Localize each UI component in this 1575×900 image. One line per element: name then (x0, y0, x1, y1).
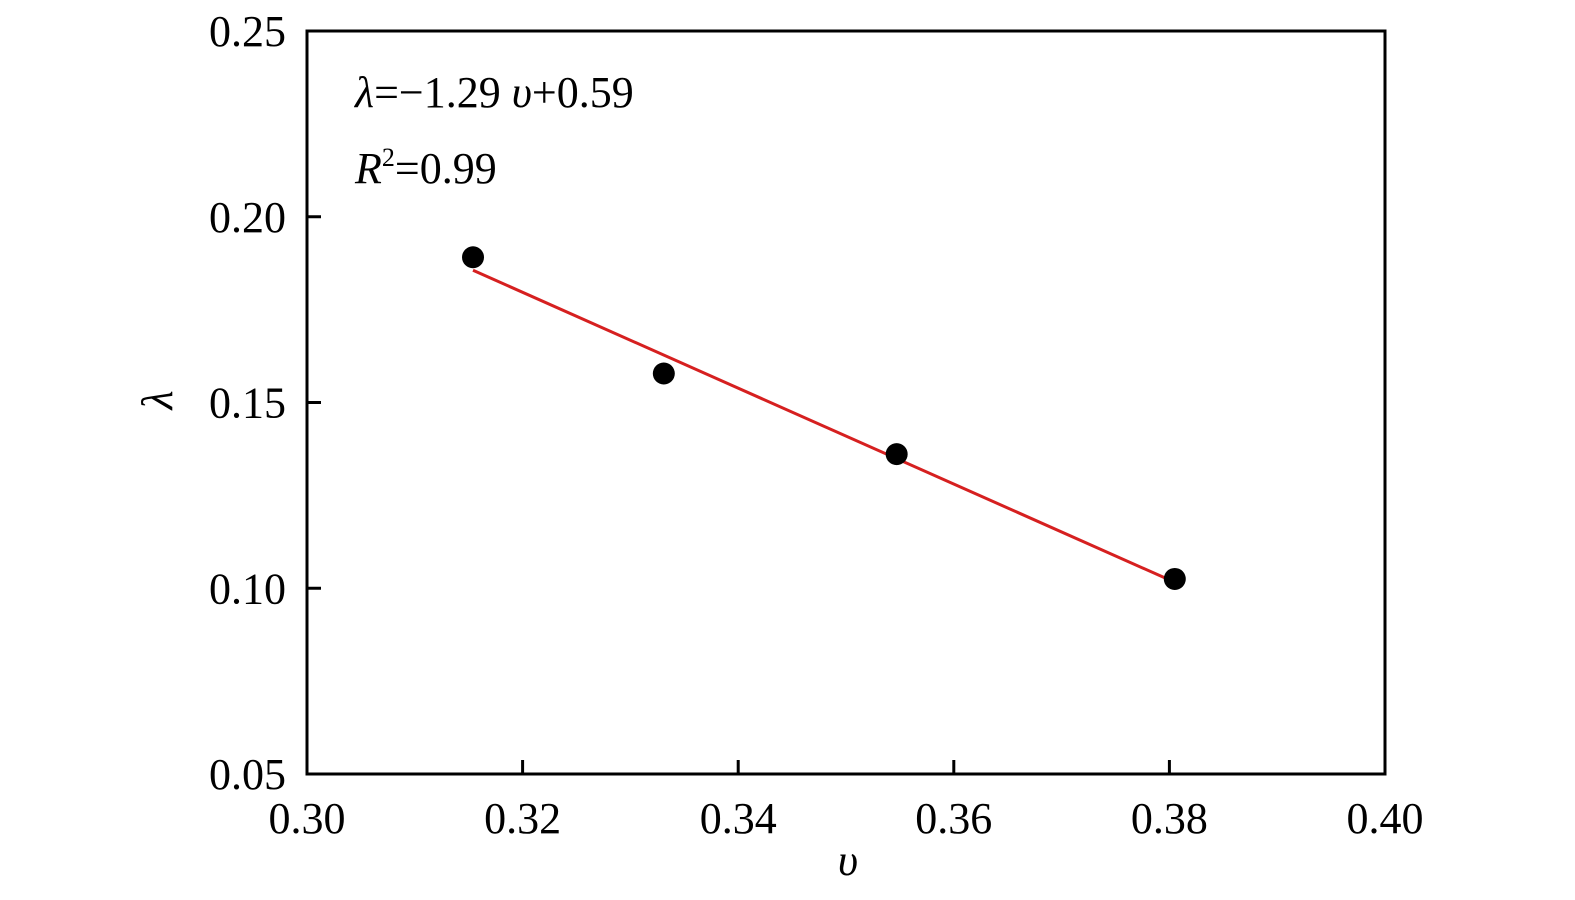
data-points-layer (462, 246, 1186, 590)
x-axis-ticks (521, 760, 1171, 774)
data-point (885, 443, 908, 466)
regression-equation: λ=−1.29 υ+0.59 (353, 68, 634, 117)
fit-line-layer (472, 268, 1176, 584)
data-point (1163, 567, 1186, 590)
x-axis-tick-labels: 0.30 0.32 0.34 0.36 0.38 0.40 (269, 794, 1424, 843)
r-squared-value: =0.99 (395, 144, 497, 193)
plot-frame (305, 29, 1387, 776)
data-point (652, 362, 675, 385)
x-tick-label: 0.40 (1347, 794, 1424, 843)
x-tick-label: 0.30 (269, 794, 346, 843)
equation-coefficients: =−1.29 (374, 68, 512, 117)
equation-lambda: λ (353, 68, 374, 117)
fit-line (472, 268, 1176, 584)
equation-upsilon: υ (512, 68, 532, 117)
r-squared-annotation: R2=0.99 (354, 143, 497, 193)
y-tick-label: 0.10 (209, 564, 286, 613)
r-squared-r: R (354, 144, 382, 193)
y-tick-label: 0.15 (209, 379, 286, 428)
y-axis-title: λ (133, 390, 182, 411)
x-tick-label: 0.38 (1131, 794, 1208, 843)
x-tick-label: 0.34 (700, 794, 777, 843)
x-axis-title: υ (838, 836, 858, 885)
equation-intercept: +0.59 (532, 68, 634, 117)
x-tick-label: 0.36 (915, 794, 992, 843)
x-tick-label: 0.32 (484, 794, 561, 843)
y-tick-label: 0.05 (209, 750, 286, 799)
data-point (462, 246, 485, 269)
y-tick-label: 0.25 (209, 7, 286, 56)
r-squared-superscript: 2 (382, 143, 395, 172)
y-axis-ticks (307, 215, 321, 590)
y-axis-tick-labels: 0.05 0.10 0.15 0.20 0.25 (209, 7, 286, 799)
y-tick-label: 0.20 (209, 193, 286, 242)
